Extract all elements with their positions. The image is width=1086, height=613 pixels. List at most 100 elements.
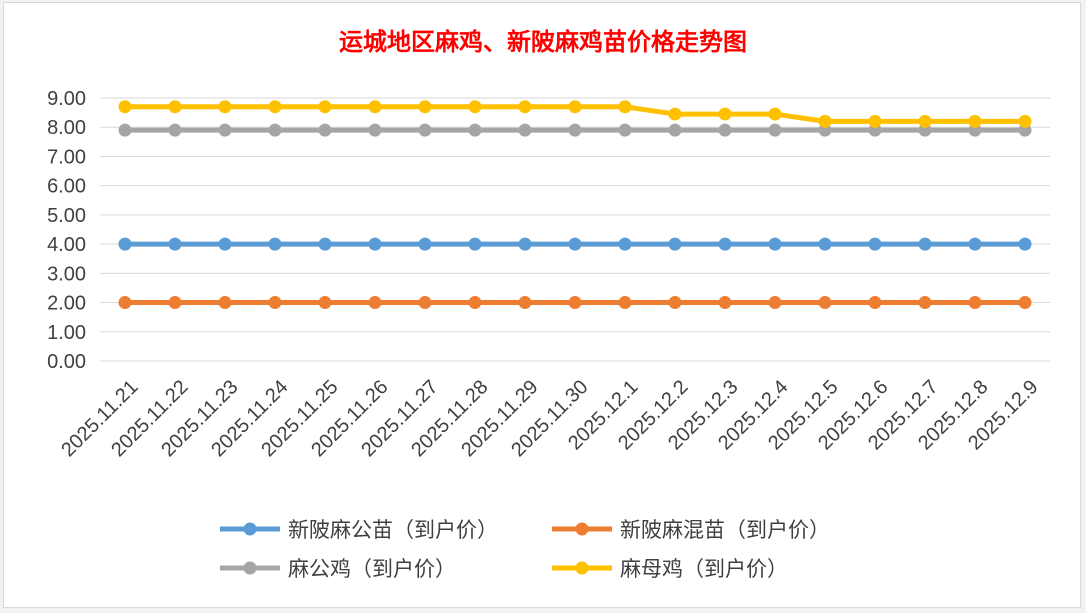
y-tick-label: 2.00 — [47, 293, 86, 315]
data-point — [418, 123, 432, 137]
data-point — [218, 100, 232, 114]
data-point — [118, 296, 132, 310]
series-4 — [118, 100, 1032, 128]
data-point — [918, 237, 932, 251]
data-point — [918, 114, 932, 128]
series-lines — [118, 100, 1032, 310]
legend-label: 麻公鸡（到户价） — [288, 557, 456, 581]
y-tick-label: 3.00 — [47, 263, 86, 285]
series-1 — [118, 237, 1032, 251]
data-point — [668, 237, 682, 251]
data-point — [218, 296, 232, 310]
legend: 新陂麻公苗（到户价） 新陂麻混苗（到户价） 麻公鸡（到户价） 麻母鸡（到户价） — [220, 518, 830, 581]
data-point — [518, 296, 532, 310]
data-point — [168, 100, 182, 114]
legend-marker — [575, 561, 589, 575]
legend-item: 新陂麻公苗（到户价） — [220, 518, 498, 542]
data-point — [418, 296, 432, 310]
data-point — [818, 237, 832, 251]
data-point — [368, 237, 382, 251]
data-point — [318, 237, 332, 251]
data-point — [368, 100, 382, 114]
data-point — [718, 237, 732, 251]
chart-title: 运城地区麻鸡、新陂麻鸡苗价格走势图 — [339, 28, 747, 56]
data-point — [568, 123, 582, 137]
legend-label: 麻母鸡（到户价） — [620, 557, 788, 581]
data-point — [268, 100, 282, 114]
legend-item: 麻母鸡（到户价） — [552, 557, 788, 581]
y-tick-label: 6.00 — [47, 176, 86, 198]
data-point — [968, 237, 982, 251]
data-point — [368, 123, 382, 137]
data-point — [618, 296, 632, 310]
data-point — [668, 296, 682, 310]
data-point — [268, 237, 282, 251]
data-point — [118, 100, 132, 114]
data-point — [818, 296, 832, 310]
data-point — [268, 123, 282, 137]
legend-label: 新陂麻公苗（到户价） — [288, 518, 498, 542]
data-point — [968, 114, 982, 128]
data-point — [168, 296, 182, 310]
data-point — [768, 237, 782, 251]
data-point — [318, 296, 332, 310]
data-point — [168, 123, 182, 137]
data-point — [1018, 237, 1032, 251]
data-point — [268, 296, 282, 310]
x-axis-ticks: 2025.11.212025.11.222025.11.232025.11.24… — [57, 376, 1042, 461]
data-point — [768, 296, 782, 310]
legend-marker — [575, 522, 589, 536]
data-point — [668, 123, 682, 137]
data-point — [468, 123, 482, 137]
legend-item: 麻公鸡（到户价） — [220, 557, 456, 581]
data-point — [218, 237, 232, 251]
y-tick-label: 0.00 — [47, 351, 86, 373]
data-point — [318, 123, 332, 137]
data-point — [468, 100, 482, 114]
data-point — [168, 237, 182, 251]
data-point — [218, 123, 232, 137]
y-tick-label: 7.00 — [47, 146, 86, 168]
legend-item: 新陂麻混苗（到户价） — [552, 518, 830, 542]
data-point — [118, 237, 132, 251]
data-point — [668, 107, 682, 121]
data-point — [868, 296, 882, 310]
data-point — [768, 123, 782, 137]
data-point — [718, 107, 732, 121]
data-point — [868, 114, 882, 128]
data-point — [1018, 296, 1032, 310]
data-point — [418, 100, 432, 114]
y-tick-label: 5.00 — [47, 205, 86, 227]
data-point — [468, 296, 482, 310]
data-point — [418, 237, 432, 251]
data-point — [718, 296, 732, 310]
legend-marker — [243, 561, 257, 575]
y-tick-label: 4.00 — [47, 234, 86, 256]
data-point — [868, 237, 882, 251]
data-point — [618, 123, 632, 137]
y-tick-label: 8.00 — [47, 117, 86, 139]
data-point — [568, 296, 582, 310]
data-point — [618, 100, 632, 114]
y-axis-ticks: 0.00 1.00 2.00 3.00 4.00 5.00 6.00 7.00 8.00 9.00 — [47, 88, 86, 373]
data-point — [568, 100, 582, 114]
data-point — [468, 237, 482, 251]
y-tick-label: 1.00 — [47, 322, 86, 344]
data-point — [568, 237, 582, 251]
data-point — [718, 123, 732, 137]
data-point — [1018, 114, 1032, 128]
data-point — [318, 100, 332, 114]
data-point — [918, 296, 932, 310]
data-point — [618, 237, 632, 251]
data-point — [768, 107, 782, 121]
data-point — [968, 296, 982, 310]
legend-label: 新陂麻混苗（到户价） — [620, 518, 830, 542]
series-3 — [118, 123, 1032, 137]
data-point — [518, 100, 532, 114]
data-point — [818, 114, 832, 128]
gridlines — [100, 97, 1050, 362]
y-tick-label: 9.00 — [47, 88, 86, 110]
data-point — [518, 237, 532, 251]
data-point — [518, 123, 532, 137]
